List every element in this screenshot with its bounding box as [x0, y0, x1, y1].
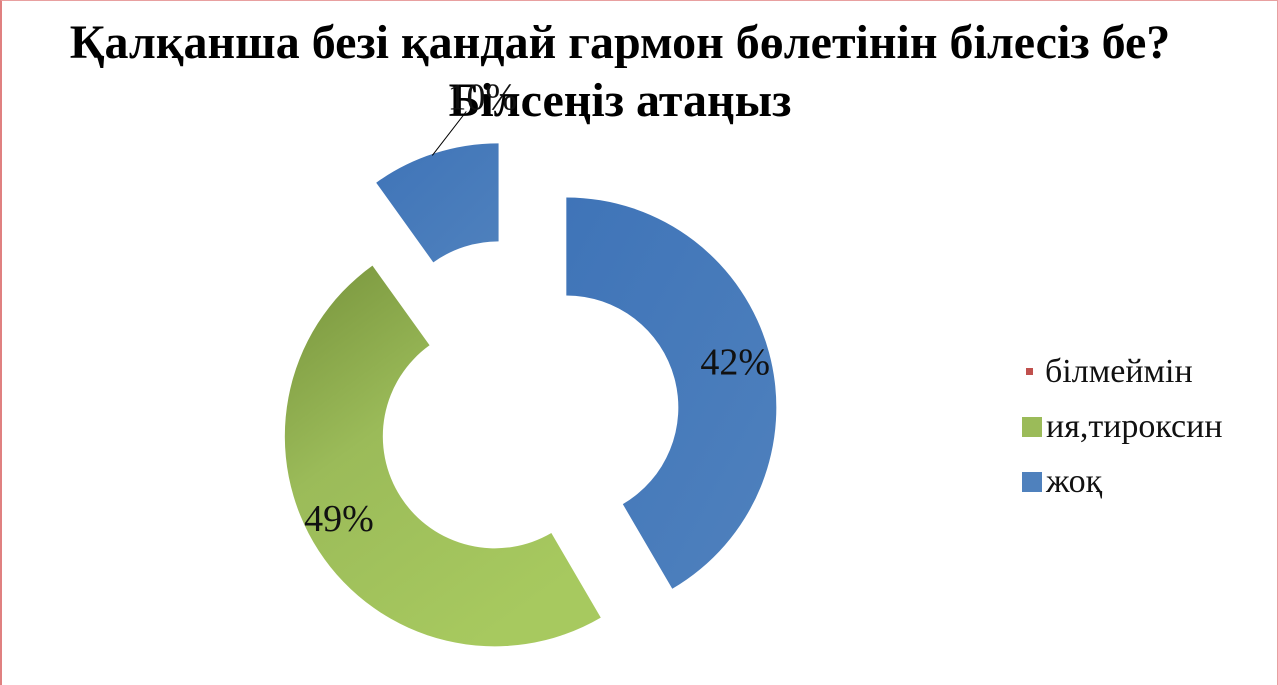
slice-green-49-label: 49% [304, 498, 374, 540]
legend-label-0: білмеймін [1045, 352, 1193, 390]
chart-title: Қалқанша безі қандай гармон бөлетінін бі… [69, 16, 1171, 127]
legend-swatch-1 [1022, 416, 1042, 437]
legend-item-0: білмеймін [1022, 344, 1223, 399]
slice-blue-10-label: 10% [447, 76, 517, 118]
slice-green-49 [284, 265, 601, 647]
slice-blue-42-label: 42% [700, 342, 770, 384]
legend-label-1: ия,тироксин [1046, 407, 1223, 445]
legend-item-1: ия,тироксин [1022, 399, 1223, 454]
chart-legend: білмеймін ия,тироксин жоқ [1022, 344, 1223, 509]
slice-blue-42 [566, 197, 777, 589]
legend-swatch-0 [1026, 368, 1033, 375]
legend-swatch-2 [1022, 471, 1042, 492]
slice-blue-10 [376, 143, 499, 263]
legend-item-2: жоқ [1022, 454, 1223, 509]
legend-label-2: жоқ [1046, 462, 1103, 500]
slice-blue-10-leader-line [431, 111, 467, 156]
